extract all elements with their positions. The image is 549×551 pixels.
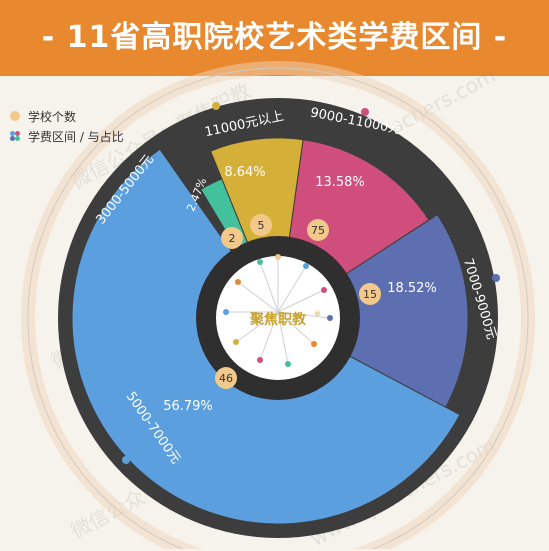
center-disc bbox=[216, 256, 340, 380]
starburst-ray bbox=[235, 311, 279, 343]
starburst-dot bbox=[303, 263, 309, 269]
starburst-dot bbox=[233, 339, 239, 345]
starburst-ray bbox=[277, 311, 315, 345]
pct-label-9000-11000: 13.58% bbox=[315, 175, 365, 190]
legend-swatch-school-count bbox=[10, 111, 20, 121]
starburst-dot bbox=[223, 309, 229, 315]
starburst-ray bbox=[277, 311, 331, 319]
starburst-ray bbox=[237, 281, 279, 313]
guide-dot bbox=[361, 108, 369, 116]
center-logo-mark: ® bbox=[314, 310, 321, 318]
count-bubble-7000-9000-label: 15 bbox=[363, 288, 377, 301]
starburst-dot bbox=[257, 357, 263, 363]
count-bubble-9000-11000-label: 75 bbox=[311, 224, 325, 237]
starburst-dot bbox=[285, 361, 291, 367]
guide-dot bbox=[492, 274, 500, 282]
count-bubble-7000-9000 bbox=[359, 283, 381, 305]
starburst-dot bbox=[311, 341, 317, 347]
starburst-ray bbox=[277, 265, 307, 313]
pct-label-7000-9000: 18.52% bbox=[387, 281, 437, 296]
legend-label-school-count: 学校个数 bbox=[28, 109, 77, 124]
center-logo-text: 聚焦职教 bbox=[249, 311, 307, 328]
count-bubble-3000-5000-label: 2 bbox=[229, 232, 236, 245]
legend: 学校个数 学费区间 / 与占比 bbox=[10, 106, 124, 146]
starburst-ray bbox=[277, 289, 325, 313]
starburst-ray bbox=[277, 311, 289, 365]
starburst-dot bbox=[327, 315, 333, 321]
starburst-ray bbox=[259, 261, 279, 313]
page-title: - 11省高职院校艺术类学费区间 - bbox=[41, 20, 508, 55]
count-bubble-3000-5000 bbox=[221, 227, 243, 249]
legend-label-fee-range: 学费区间 / 与占比 bbox=[28, 129, 124, 144]
starburst-dot bbox=[275, 254, 281, 260]
guide-ring bbox=[27, 67, 529, 549]
starburst-ray bbox=[259, 311, 279, 361]
count-bubble-5000-7000 bbox=[215, 367, 237, 389]
pct-label-11000-plus: 8.64% bbox=[224, 165, 265, 180]
starburst-dot bbox=[321, 287, 327, 293]
count-bubble-9000-11000 bbox=[307, 219, 329, 241]
legend-item-fee-range: 学费区间 / 与占比 bbox=[10, 126, 124, 146]
legend-swatch-fee-range bbox=[10, 131, 20, 141]
count-bubble-11000-plus bbox=[250, 214, 272, 236]
count-bubble-5000-7000-label: 46 bbox=[219, 372, 233, 385]
count-bubble-11000-plus-label: 5 bbox=[258, 219, 265, 232]
starburst-dot bbox=[235, 279, 241, 285]
guide-dot bbox=[212, 102, 220, 110]
legend-item-school-count: 学校个数 bbox=[10, 106, 124, 126]
starburst-dot bbox=[257, 259, 263, 265]
pct-label-5000-7000: 56.79% bbox=[163, 399, 213, 414]
guide-dot bbox=[122, 456, 130, 464]
